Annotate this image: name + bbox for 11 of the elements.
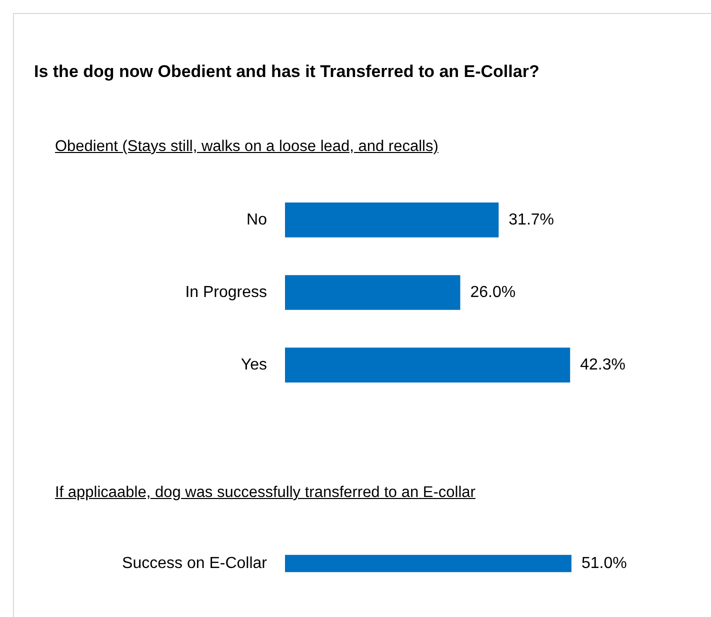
data-label: 26.0% — [470, 284, 516, 301]
chart-subtitle: Obedient (Stays still, walks on a loose lead, and recalls) — [55, 138, 438, 156]
chart-subtitle: If applicaable, dog was successfully transferred to an E-collar — [55, 484, 476, 502]
y-tick-label: No — [246, 211, 268, 228]
y-tick-label: Success on E-Collar — [122, 554, 268, 572]
chart-title: Is the dog now Obedient and has it Transferred to an E-Collar? — [34, 62, 540, 82]
data-label: 31.7% — [508, 211, 554, 228]
data-label: 42.3% — [580, 356, 626, 374]
y-tick-label: Yes — [240, 356, 267, 374]
data-label: 51.0% — [581, 554, 627, 572]
y-tick-label: In Progress — [185, 284, 267, 301]
